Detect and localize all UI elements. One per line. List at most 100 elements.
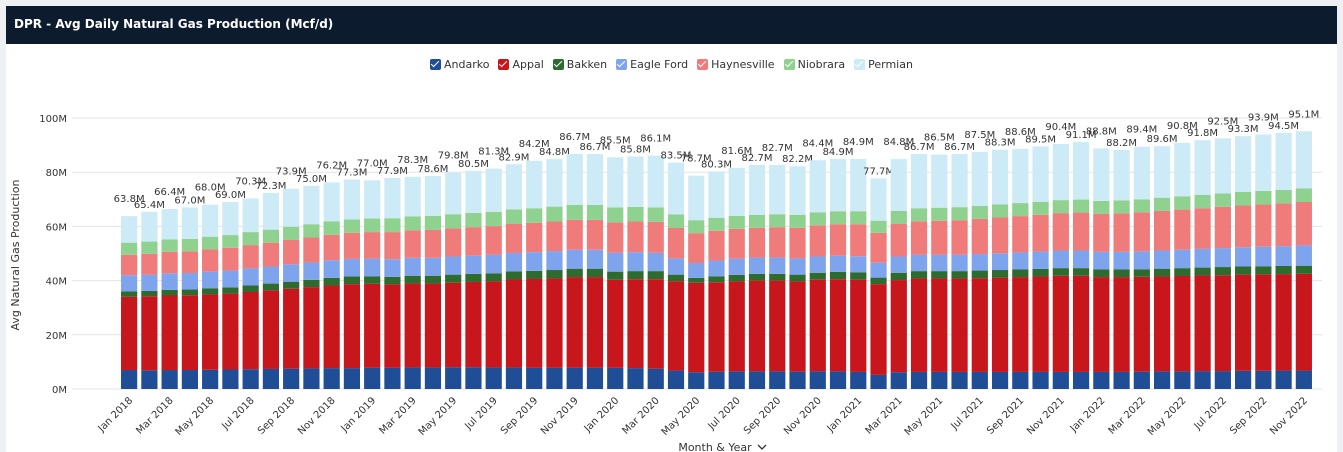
- legend-swatch[interactable]: [854, 59, 866, 70]
- bar-segment: [262, 368, 280, 389]
- total-label: 86.7M: [904, 142, 935, 153]
- bar-segment: [829, 158, 847, 212]
- legend-label[interactable]: Haynesville: [711, 58, 775, 71]
- bar-segment: [627, 279, 644, 369]
- total-label: 72.3M: [255, 181, 286, 192]
- bar-segment: [728, 371, 745, 389]
- bar-segment: [728, 167, 745, 216]
- bar-segment: [748, 371, 766, 389]
- bar-segment: [1235, 274, 1252, 371]
- bar-segment: [1174, 371, 1191, 389]
- bar-segment: [242, 268, 259, 286]
- legend-item[interactable]: Eagle Ford: [616, 58, 688, 71]
- bar-segment: [769, 227, 786, 258]
- bar-segment: [404, 257, 421, 276]
- legend-swatch[interactable]: [430, 59, 442, 70]
- y-tick-label: 80M: [46, 168, 67, 179]
- legend-swatch[interactable]: [552, 59, 564, 70]
- legend-label[interactable]: Eagle Ford: [630, 58, 689, 71]
- bar-segment: [1153, 146, 1171, 198]
- bar-segment: [303, 237, 320, 263]
- bar-segment: [890, 272, 907, 281]
- bar-segment: [1295, 370, 1312, 389]
- x-tick-label: Sep 2022: [1228, 395, 1269, 436]
- bar-segment: [647, 279, 664, 369]
- bar-segment: [991, 253, 1009, 271]
- bar-segment: [485, 281, 502, 368]
- bar-segment: [910, 154, 928, 209]
- legend-item[interactable]: Haynesville: [697, 58, 775, 71]
- bar-segment: [343, 284, 361, 369]
- y-axis-title: Avg Natural Gas Production: [9, 180, 22, 331]
- bar-segment: [890, 223, 907, 257]
- bar-segment: [991, 371, 1009, 389]
- legend-item[interactable]: Appal: [498, 58, 544, 71]
- bar-segment: [1032, 276, 1049, 372]
- bar-segment: [586, 268, 604, 278]
- bar-segment: [1113, 213, 1130, 252]
- bar-segment: [364, 283, 381, 368]
- x-tick-label: Nov 2022: [1268, 395, 1310, 437]
- bar-segment: [242, 245, 259, 269]
- legend-item[interactable]: Andarko: [430, 58, 489, 71]
- legend-item[interactable]: Bakken: [552, 58, 608, 71]
- x-tick-label: May 2022: [1146, 395, 1189, 438]
- bar-segment: [323, 182, 340, 222]
- legend-swatch[interactable]: [616, 59, 628, 70]
- bar-segment: [1255, 370, 1272, 389]
- bar-segment: [1012, 148, 1029, 204]
- bar-segment: [667, 274, 685, 282]
- bar-segment: [465, 281, 482, 368]
- bar-segment: [343, 368, 361, 389]
- bar-segment: [951, 220, 968, 255]
- x-tick-label: Mar 2022: [1107, 395, 1148, 436]
- bar-segment: [627, 221, 644, 253]
- bar-segment: [1032, 201, 1049, 215]
- bar-segment: [667, 281, 685, 371]
- bar-segment: [404, 216, 421, 231]
- legend-label[interactable]: Permian: [868, 58, 913, 71]
- legend-label[interactable]: Niobrara: [797, 58, 846, 71]
- bar-segment: [141, 253, 158, 275]
- y-tick-label: 0M: [52, 385, 67, 396]
- bar-segment: [566, 268, 583, 278]
- total-label: 84.9M: [823, 147, 854, 158]
- bar-segment: [181, 273, 198, 290]
- bar-segment: [202, 236, 219, 250]
- bar-segment: [1235, 266, 1252, 275]
- bar-segment: [526, 160, 543, 209]
- bar-segment: [1235, 247, 1252, 267]
- bar-segment: [384, 367, 401, 389]
- bar-segment: [647, 221, 664, 253]
- bar-segment: [951, 154, 968, 208]
- legend-item[interactable]: Permian: [854, 58, 913, 71]
- bar-segment: [809, 212, 826, 226]
- bar-segment: [708, 230, 725, 261]
- x-axis-chevron[interactable]: [757, 444, 767, 450]
- legend-label[interactable]: Bakken: [566, 58, 608, 71]
- bar-segment: [1012, 216, 1029, 253]
- bar-segment: [1255, 274, 1272, 371]
- legend-swatch[interactable]: [783, 59, 795, 70]
- total-label: 63.8M: [114, 194, 145, 205]
- legend-label[interactable]: Appal: [512, 58, 544, 71]
- bar-segment: [1174, 249, 1191, 269]
- bar-segment: [343, 219, 361, 233]
- bar-segment: [910, 271, 928, 279]
- bar-segment: [465, 170, 482, 213]
- bar-segment: [465, 255, 482, 274]
- legend-swatch[interactable]: [697, 59, 709, 70]
- total-label: 75.0M: [296, 174, 327, 185]
- bar-segment: [1275, 370, 1292, 389]
- bar-segment: [526, 208, 543, 223]
- x-tick-label: Jul 2019: [463, 395, 500, 432]
- bar-segment: [829, 224, 847, 256]
- bar-segment: [890, 159, 907, 211]
- legend-item[interactable]: Niobrara: [783, 58, 846, 71]
- legend-swatch[interactable]: [498, 59, 510, 70]
- total-label: 66.4M: [154, 187, 185, 198]
- x-axis-title[interactable]: Month & Year: [678, 441, 752, 452]
- bar-segment: [364, 276, 381, 284]
- legend-label[interactable]: Andarko: [444, 58, 490, 71]
- bar-segment: [748, 273, 766, 281]
